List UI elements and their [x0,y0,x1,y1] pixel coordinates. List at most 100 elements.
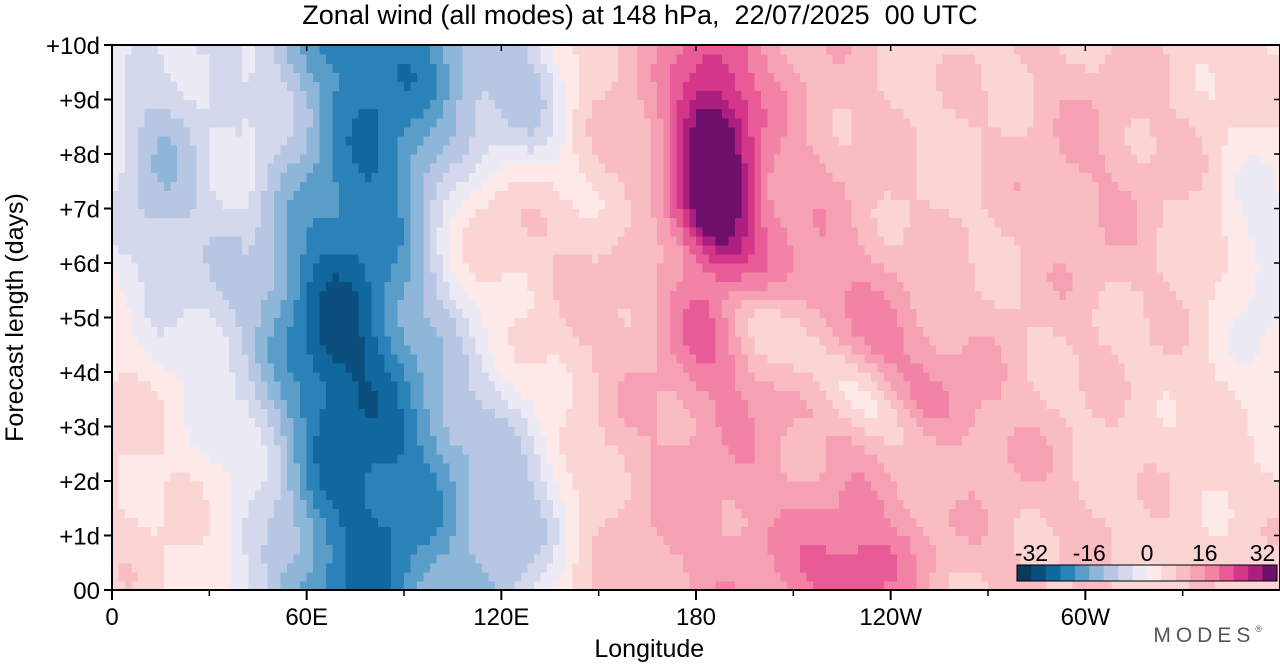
field-cell [404,517,412,528]
field-cell [851,353,859,364]
field-cell [670,344,678,355]
field-cell [423,562,431,573]
field-cell [741,526,749,537]
field-cell [494,544,502,555]
field-cell [689,544,697,555]
field-cell [520,444,528,455]
field-cell [592,571,600,582]
field-cell [118,508,126,518]
field-cell [157,562,165,573]
field-cell [429,444,438,455]
field-cell [1202,553,1210,564]
field-cell [183,481,191,491]
field-cell [1169,435,1177,446]
field-cell [416,390,425,400]
field-cell [494,408,502,419]
field-cell [189,508,197,518]
field-cell [832,508,840,518]
field-cell [124,435,133,446]
field-cell [1039,535,1047,546]
field-cell [949,462,957,473]
field-cell [358,553,366,564]
field-cell [1098,362,1106,373]
field-cell [644,453,652,464]
field-cell [618,517,626,528]
field-cell [144,381,152,391]
field-cell [475,517,483,528]
field-cell [131,508,139,518]
field-cell [1013,408,1022,419]
field-cell [1059,453,1067,464]
field-cell [358,417,366,428]
field-cell [1000,435,1009,446]
field-cell [1130,553,1138,564]
field-cell [910,372,918,382]
field-cell [378,526,386,537]
field-cell [975,335,983,346]
field-cell [475,372,483,382]
field-cell [241,344,249,355]
field-cell [235,353,243,364]
field-cell [384,571,392,582]
field-cell [293,399,301,409]
field-cell [352,353,360,364]
field-cell [261,499,269,509]
field-cell [1098,553,1106,564]
field-cell [1241,381,1249,391]
field-cell [384,526,392,537]
field-cell [1163,399,1171,409]
field-cell [838,417,846,428]
field-cell [981,344,989,355]
field-cell [391,553,399,564]
field-cell [1169,535,1177,546]
field-cell [293,526,301,537]
field-cell [559,508,567,518]
field-cell [663,362,671,373]
field-cell [313,535,321,546]
field-cell [657,362,665,373]
field-cell [397,344,405,355]
field-cell [488,526,496,537]
field-cell [1052,435,1060,446]
field-cell [832,462,840,473]
field-cell [183,580,191,591]
field-cell [1130,426,1138,437]
field-cell [280,362,288,373]
field-cell [1176,471,1184,482]
field-cell [676,372,684,382]
field-cell [858,481,866,491]
field-cell [176,435,184,446]
field-cell [728,490,736,500]
field-cell [1156,490,1164,500]
field-cell [1228,417,1236,428]
field-cell [598,390,606,400]
field-cell [585,399,593,409]
field-cell [955,335,963,346]
field-cell [663,580,671,591]
field-cell [163,508,171,518]
field-cell [1111,517,1119,528]
field-cell [442,499,451,509]
field-cell [274,435,282,446]
field-cell [760,444,768,455]
field-cell [1156,344,1164,355]
field-cell [209,362,217,373]
field-cell [981,435,989,446]
field-cell [670,517,678,528]
field-cell [468,344,476,355]
field-cell [955,417,963,428]
field-cell [559,381,567,391]
field-cell [131,417,139,428]
field-cell [871,408,879,419]
field-cell [202,571,210,582]
field-cell [157,517,165,528]
field-cell [280,535,288,546]
field-cell [209,526,217,537]
field-cell [1039,471,1047,482]
field-cell [1195,526,1203,537]
field-cell [157,571,165,582]
field-cell [345,417,353,428]
field-cell [994,362,1002,373]
field-cell [371,544,379,555]
field-cell [611,553,619,564]
